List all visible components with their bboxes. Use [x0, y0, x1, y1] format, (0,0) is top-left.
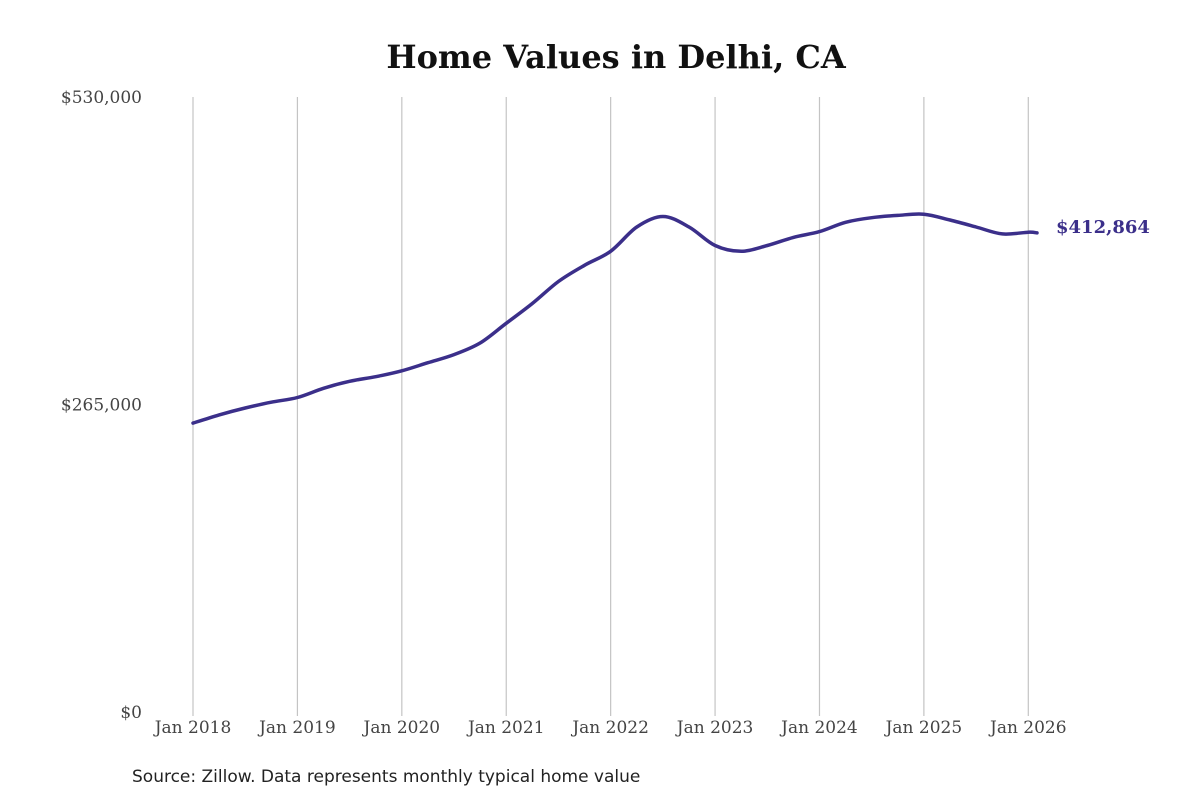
- series-line: [191, 212, 1039, 425]
- x-tick-label: Jan 2019: [257, 718, 336, 738]
- y-tick-label: $530,000: [61, 88, 142, 108]
- x-tick-label: Jan 2018: [153, 718, 232, 738]
- source-note: Source: Zillow. Data represents monthly …: [132, 767, 640, 787]
- x-tick-label: Jan 2021: [466, 718, 545, 738]
- x-tick-label: Jan 2023: [675, 718, 754, 738]
- x-axis: Jan 2018 Jan 2019 Jan 2020 Jan 2021 Jan 2022…: [153, 718, 1067, 738]
- gridlines: [192, 97, 1029, 716]
- x-tick-label: Jan 2020: [362, 718, 441, 738]
- end-value-label: $412,864: [1056, 217, 1150, 238]
- x-tick-label: Jan 2026: [988, 718, 1067, 738]
- x-tick-label: Jan 2022: [570, 718, 649, 738]
- y-tick-label: $265,000: [61, 396, 142, 416]
- y-tick-label: $0: [120, 703, 142, 723]
- chart-title: Home Values in Delhi, CA: [386, 38, 847, 76]
- x-tick-label: Jan 2025: [884, 718, 963, 738]
- y-axis: $0 $265,000 $530,000: [61, 88, 142, 723]
- x-tick-label: Jan 2024: [779, 718, 858, 738]
